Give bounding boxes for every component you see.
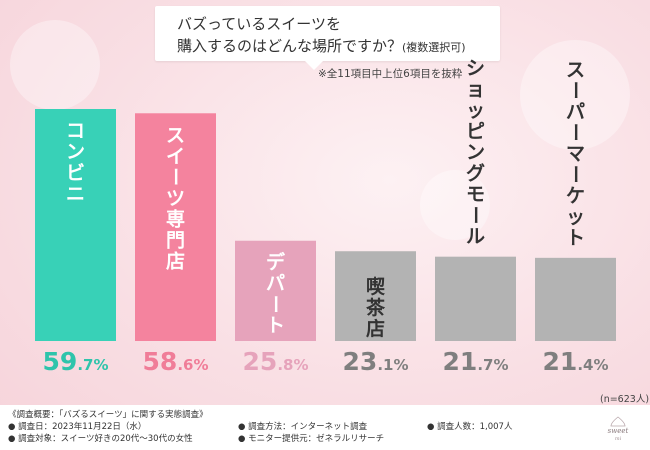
value-label-2: 58.6% xyxy=(143,347,209,376)
chart-title-line-2-main: 購入するのはどんな場所ですか？ xyxy=(177,37,403,55)
survey-heading: 《調査概要：「バズるスイーツ」に関する実態調査》 xyxy=(8,410,208,420)
bar-2 xyxy=(135,113,216,341)
svg-text:シ: シ xyxy=(466,58,485,80)
svg-text:パ: パ xyxy=(566,101,585,123)
logo-sub: mi xyxy=(615,436,622,442)
svg-text:グ: グ xyxy=(466,162,485,185)
survey-count: ● 調査人数：1,007人 xyxy=(427,422,513,432)
svg-text:モ: モ xyxy=(466,184,485,206)
background-decoration xyxy=(10,20,100,110)
svg-text:ー: ー xyxy=(464,206,486,225)
svg-text:ケ: ケ xyxy=(566,185,585,207)
svg-text:ー: ー xyxy=(264,295,286,314)
survey-date: ● 調査日：2023年11月22日（水） xyxy=(8,422,147,432)
chart-title-line-1: バズっているスイーツを xyxy=(177,15,341,33)
svg-text:ン: ン xyxy=(66,141,85,163)
svg-text:ー: ー xyxy=(564,81,586,100)
svg-text:ツ: ツ xyxy=(166,187,185,209)
svg-text:ッ: ッ xyxy=(566,206,585,228)
svg-text:ョ: ョ xyxy=(466,79,485,101)
svg-text:ス: ス xyxy=(566,59,585,81)
sample-size-label: (n=623人) xyxy=(600,394,650,405)
svg-text:茶: 茶 xyxy=(366,296,386,319)
svg-text:ト: ト xyxy=(266,315,285,337)
bar-4 xyxy=(335,251,416,341)
bar-6 xyxy=(535,257,616,341)
title-callout: バズっているスイーツを 購入するのはどんな場所ですか？(複数選択可) xyxy=(155,6,500,70)
brand-logo: sweet mi xyxy=(608,416,629,442)
svg-text:専: 専 xyxy=(166,208,185,230)
svg-text:ビ: ビ xyxy=(66,162,85,184)
logo-word: sweet xyxy=(608,427,629,435)
survey-target: ● 調査対象：スイーツ好きの20代～30代の女性 xyxy=(8,434,193,444)
svg-text:門: 門 xyxy=(166,229,185,251)
svg-text:デ: デ xyxy=(266,251,286,274)
value-label-5: 21.7% xyxy=(443,347,509,376)
background-decoration xyxy=(420,170,490,240)
value-label-4: 23.1% xyxy=(343,347,409,376)
background-decoration xyxy=(520,40,630,150)
svg-text:ッ: ッ xyxy=(466,100,485,122)
svg-text:ー: ー xyxy=(164,167,186,186)
chart-title-line-2: 購入するのはどんな場所ですか？(複数選択可) xyxy=(177,35,466,56)
value-label-1: 59.7% xyxy=(43,347,109,376)
svg-text:店: 店 xyxy=(366,317,385,340)
chart-title-suffix: (複数選択可) xyxy=(402,41,466,54)
svg-text:ニ: ニ xyxy=(66,183,85,205)
selection-note: ※全11項目中上位6項目を抜粋 xyxy=(318,68,463,80)
svg-text:ー: ー xyxy=(564,165,586,184)
svg-text:パ: パ xyxy=(266,273,285,295)
value-label-6: 21.4% xyxy=(543,347,609,376)
svg-text:ス: ス xyxy=(166,124,185,146)
bar-chart: コンビニ59.7%スイーツ専門店58.6%デパート25.8%喫茶店23.1%ショ… xyxy=(35,58,616,376)
svg-text:喫: 喫 xyxy=(366,275,385,298)
value-label-3: 25.8% xyxy=(243,347,309,376)
survey-method: ● 調査方法：インターネット調査 xyxy=(238,422,368,432)
category-label-4: 喫茶店 xyxy=(366,275,386,340)
bar-5 xyxy=(435,256,516,341)
svg-text:マ: マ xyxy=(566,143,585,165)
svg-text:イ: イ xyxy=(166,145,185,167)
svg-text:コ: コ xyxy=(66,120,85,142)
bar-3 xyxy=(235,240,316,341)
svg-text:ー: ー xyxy=(564,123,586,142)
svg-text:ン: ン xyxy=(466,142,485,164)
svg-text:ピ: ピ xyxy=(466,121,485,143)
svg-text:店: 店 xyxy=(166,249,185,272)
svg-text:ル: ル xyxy=(466,226,485,248)
survey-footer: 《調査概要：「バズるスイーツ」に関する実態調査》 ● 調査日：2023年11月2… xyxy=(0,405,650,450)
svg-text:ト: ト xyxy=(566,227,585,249)
survey-provider: ● モニター提供元：ゼネラルリサーチ xyxy=(238,434,385,444)
bar-1 xyxy=(35,109,116,341)
